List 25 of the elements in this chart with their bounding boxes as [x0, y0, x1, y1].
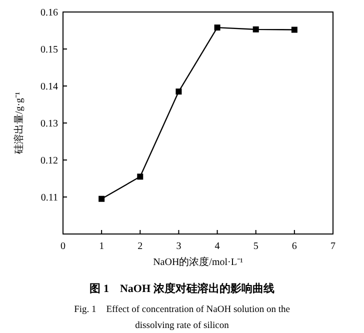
x-tick-label: 3: [176, 241, 182, 252]
y-axis-title: 硅溶出量/g·g⁻¹: [13, 92, 25, 156]
x-tick-label: 0: [60, 241, 66, 252]
y-tick-label: 0.16: [40, 8, 58, 18]
point: [214, 24, 220, 31]
y-tick-label: 0.11: [40, 192, 58, 204]
y-tick-label: 0.13: [40, 118, 58, 130]
point: [291, 26, 298, 33]
x-tick-label: 4: [214, 241, 220, 252]
x-tick-label: 2: [138, 241, 143, 252]
caption: Fig. 1 Effect of concentration of NaOH solution on the: [74, 305, 290, 315]
y-tick-label: 0.14: [40, 82, 58, 92]
x-axis-title: NaOH的浓度/mol·L⁻¹: [153, 256, 243, 268]
point: [176, 88, 182, 95]
x-tick-label: 6: [292, 241, 297, 252]
y-tick-label: 0.12: [40, 156, 58, 166]
x-tick-label: 1: [99, 241, 104, 252]
caption: 图 1 NaOH 浓度对硅溶出的影响曲线: [90, 282, 274, 295]
text: dissolving rate of silicon: [135, 321, 230, 331]
x-tick-label: 5: [253, 241, 258, 252]
point: [137, 174, 144, 180]
point: [98, 196, 105, 202]
y-tick-label: 0.15: [40, 44, 58, 56]
x-tick-label: 7: [330, 241, 336, 252]
point: [252, 26, 259, 32]
